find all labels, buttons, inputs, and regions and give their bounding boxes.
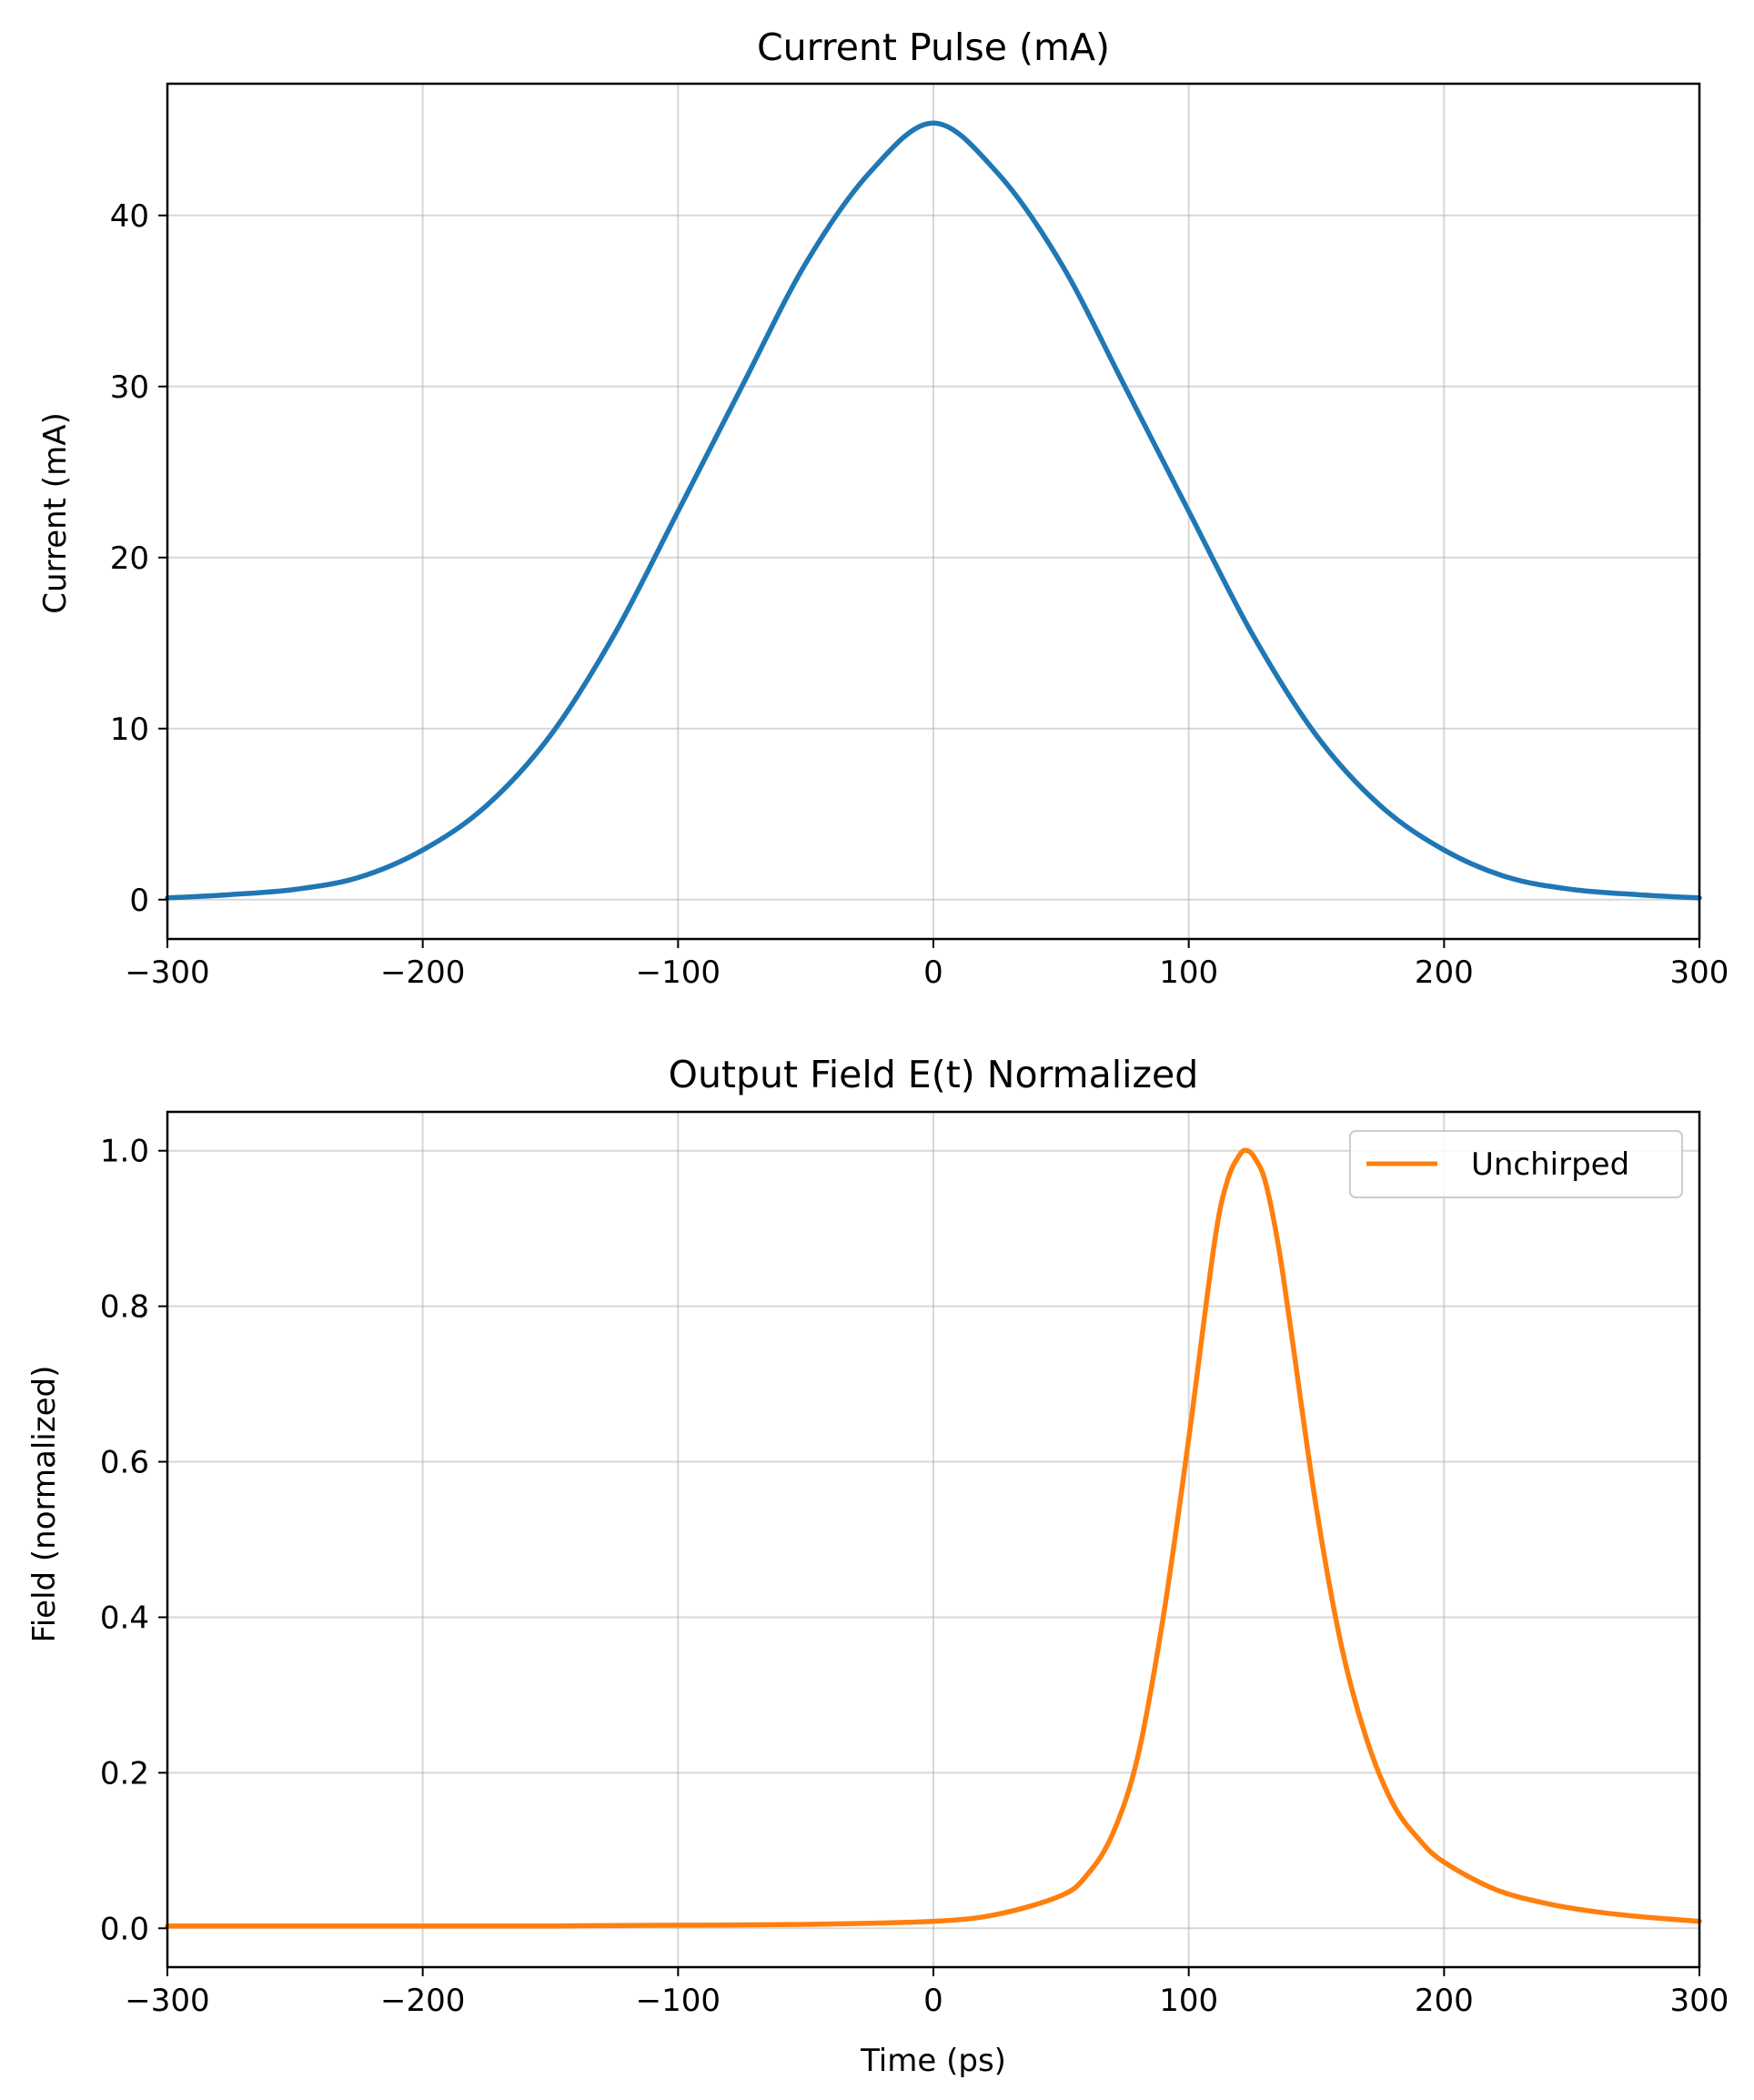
x-tick-label: 0: [923, 954, 943, 991]
y-tick-label: 20: [110, 540, 149, 577]
chart-2-xlabel: Time (ps): [860, 2043, 1006, 2079]
y-tick-label: 30: [110, 369, 149, 406]
y-tick-label: 0.2: [100, 1755, 149, 1792]
chart-2-ylabel: Field (normalized): [26, 1366, 63, 1643]
y-tick-label: 0.0: [100, 1911, 149, 1947]
chart-1-ticks: −300 −200 −100 0 100 200 300 0 10 20 30 40: [110, 198, 1729, 991]
y-tick-label: 0.4: [100, 1600, 149, 1636]
chart-1-title: Current Pulse (mA): [757, 25, 1110, 69]
x-tick-label: 0: [923, 1983, 943, 2019]
x-tick-label: 200: [1415, 1983, 1474, 2019]
chart-2-title: Output Field E(t) Normalized: [669, 1053, 1199, 1096]
chart-panel-2: Output Field E(t) Normalized Field (norm…: [26, 1053, 1729, 2079]
chart-2-ticks: −300 −200 −100 0 100 200 300 0.0 0.2 0.4 0.6 0.8 1.0: [100, 1134, 1729, 2019]
x-tick-label: 200: [1415, 954, 1474, 991]
x-tick-label: 300: [1670, 1983, 1729, 2019]
legend-box: [1349, 1130, 1683, 1198]
x-tick-label: −300: [125, 1983, 209, 2019]
chart-2-legend: Unchirped: [1349, 1130, 1683, 1198]
y-tick-label: 0.6: [100, 1445, 149, 1481]
chart-2-series: [165, 1147, 1702, 1929]
chart-1-ylabel: Current (mA): [37, 412, 74, 613]
x-tick-label: −200: [380, 1983, 465, 2019]
y-tick-label: 10: [110, 712, 149, 748]
y-tick-label: 1.0: [100, 1134, 149, 1170]
chart-panel-1: Current Pulse (mA) Current (mA) −300 −200…: [37, 25, 1729, 991]
x-tick-label: 100: [1159, 1983, 1218, 2019]
x-tick-label: −100: [636, 1983, 721, 2019]
chart-1-series: [165, 120, 1702, 901]
y-tick-label: 40: [110, 198, 149, 235]
x-tick-label: −300: [125, 954, 209, 991]
x-tick-label: −100: [636, 954, 721, 991]
y-tick-label: 0.8: [100, 1289, 149, 1326]
series-line-unchirped: [165, 1147, 1702, 1929]
x-tick-label: 100: [1159, 954, 1218, 991]
x-tick-label: −200: [380, 954, 465, 991]
x-tick-label: 300: [1670, 954, 1729, 991]
y-tick-label: 0: [129, 883, 149, 919]
series-line-chart-1-0: [165, 120, 1702, 901]
legend-label-unchirped: Unchirped: [1471, 1146, 1629, 1183]
